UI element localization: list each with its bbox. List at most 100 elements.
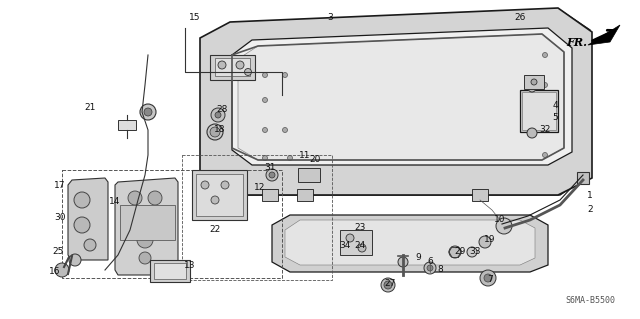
Polygon shape (272, 215, 548, 272)
Text: 24: 24 (355, 241, 365, 249)
Bar (154, 263, 186, 279)
Polygon shape (238, 34, 564, 160)
Bar (524, 75, 544, 89)
Circle shape (137, 232, 153, 248)
Circle shape (358, 244, 366, 252)
Text: 32: 32 (540, 125, 550, 135)
Text: 25: 25 (52, 248, 64, 256)
Text: 27: 27 (384, 279, 396, 288)
Text: 31: 31 (264, 164, 276, 173)
Text: FR.: FR. (566, 36, 587, 48)
Circle shape (74, 217, 90, 233)
Circle shape (262, 128, 268, 132)
Bar (297, 189, 313, 201)
Circle shape (269, 172, 275, 178)
Circle shape (424, 262, 436, 274)
Circle shape (496, 218, 512, 234)
Text: 3: 3 (327, 13, 333, 23)
Text: 19: 19 (484, 235, 496, 244)
Circle shape (282, 72, 287, 78)
Text: 23: 23 (355, 224, 365, 233)
Circle shape (578, 173, 588, 183)
Polygon shape (232, 28, 572, 165)
Circle shape (531, 79, 537, 85)
Circle shape (211, 196, 219, 204)
Circle shape (381, 278, 395, 292)
Circle shape (215, 112, 221, 118)
Circle shape (500, 221, 510, 231)
Bar (196, 174, 243, 216)
Circle shape (467, 247, 477, 257)
Text: 7: 7 (487, 276, 493, 285)
Text: 11: 11 (300, 151, 311, 160)
Circle shape (139, 252, 151, 264)
Bar (472, 189, 488, 201)
Text: 34: 34 (339, 241, 351, 249)
Circle shape (236, 61, 244, 69)
Bar (192, 170, 247, 220)
Text: 28: 28 (216, 106, 228, 115)
Text: 2: 2 (587, 205, 593, 214)
Circle shape (282, 128, 287, 132)
Text: 5: 5 (552, 114, 558, 122)
Bar (120, 205, 175, 240)
Circle shape (543, 152, 547, 158)
Circle shape (148, 191, 162, 205)
Circle shape (346, 234, 354, 242)
Polygon shape (115, 178, 178, 275)
Circle shape (427, 265, 433, 271)
Bar (298, 168, 320, 182)
Circle shape (211, 108, 225, 122)
Text: 17: 17 (54, 181, 66, 189)
Bar (118, 120, 136, 130)
Circle shape (128, 191, 142, 205)
Circle shape (129, 214, 141, 226)
Circle shape (144, 108, 152, 116)
Circle shape (543, 128, 547, 132)
Circle shape (221, 181, 229, 189)
Circle shape (262, 98, 268, 102)
Text: S6MA-B5500: S6MA-B5500 (565, 296, 615, 305)
Circle shape (398, 257, 408, 267)
Bar (577, 172, 589, 184)
Bar (210, 55, 255, 80)
Polygon shape (200, 8, 592, 195)
Text: 15: 15 (189, 13, 201, 23)
Circle shape (84, 239, 96, 251)
Circle shape (262, 155, 268, 160)
Text: 22: 22 (209, 226, 221, 234)
Text: 10: 10 (494, 216, 506, 225)
Text: 13: 13 (184, 261, 196, 270)
Circle shape (528, 84, 536, 92)
Circle shape (262, 72, 268, 78)
Text: 12: 12 (254, 183, 266, 192)
Text: 30: 30 (54, 213, 66, 222)
Circle shape (287, 155, 292, 160)
Text: 29: 29 (454, 248, 466, 256)
Text: 6: 6 (427, 257, 433, 266)
Polygon shape (222, 50, 590, 195)
Circle shape (527, 128, 537, 138)
Circle shape (449, 246, 461, 258)
Text: 4: 4 (552, 100, 558, 109)
Text: 8: 8 (437, 265, 443, 275)
Bar (182, 155, 332, 280)
Circle shape (543, 83, 547, 87)
Circle shape (201, 181, 209, 189)
Text: 16: 16 (49, 268, 61, 277)
Text: 9: 9 (415, 254, 421, 263)
Circle shape (479, 236, 491, 248)
Polygon shape (222, 10, 590, 125)
Text: 14: 14 (109, 197, 121, 206)
Bar (520, 90, 558, 132)
Circle shape (543, 53, 547, 57)
Text: 1: 1 (587, 190, 593, 199)
Circle shape (210, 127, 220, 137)
Text: 21: 21 (84, 103, 96, 113)
Text: 20: 20 (309, 155, 321, 165)
Circle shape (244, 69, 252, 76)
Circle shape (384, 281, 392, 289)
Circle shape (74, 192, 90, 208)
Bar (340, 230, 372, 255)
Polygon shape (588, 25, 620, 45)
